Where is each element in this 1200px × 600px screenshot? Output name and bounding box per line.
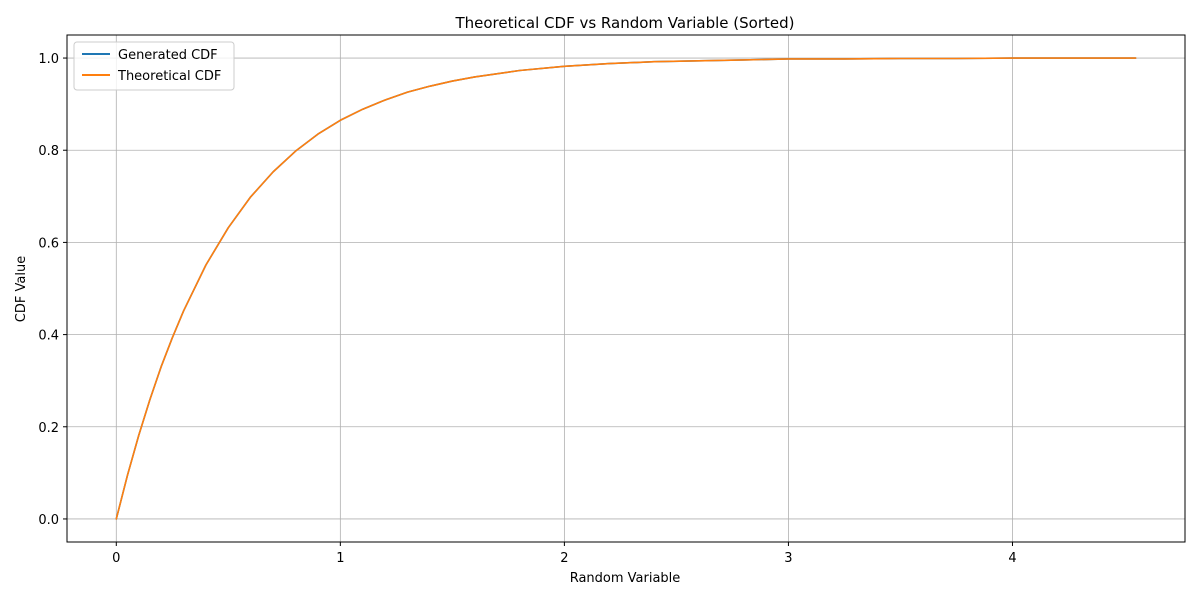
x-tick-label-0: 0 xyxy=(112,551,120,566)
y-tick-label-5: 1.0 xyxy=(38,52,59,67)
legend-label-theoretical-cdf: Theoretical CDF xyxy=(117,69,221,84)
y-axis-label: CDF Value xyxy=(14,256,29,322)
x-tick-label-1: 1 xyxy=(336,551,344,566)
y-tick-label-0: 0.0 xyxy=(38,513,59,528)
series-lines xyxy=(115,57,1137,520)
series-line-theoretical-cdf xyxy=(115,57,1137,520)
y-tick-label-1: 0.2 xyxy=(38,421,59,436)
chart-title: Theoretical CDF vs Random Variable (Sort… xyxy=(454,14,794,32)
legend: Generated CDF Theoretical CDF xyxy=(73,41,235,91)
x-tick-label-4: 4 xyxy=(1008,551,1016,566)
y-tick-label-3: 0.6 xyxy=(38,236,59,251)
ticks: 0 1 2 3 4 0.0 0.2 0.4 0.6 0.8 1.0 xyxy=(38,52,1016,566)
plot-frame xyxy=(66,34,1186,543)
legend-box xyxy=(73,41,235,91)
y-tick-label-2: 0.4 xyxy=(38,329,59,344)
x-axis-label: Random Variable xyxy=(570,571,681,586)
legend-label-generated-cdf: Generated CDF xyxy=(118,48,218,63)
y-tick-label-4: 0.8 xyxy=(38,144,59,159)
x-tick-label-2: 2 xyxy=(560,551,568,566)
x-tick-label-3: 3 xyxy=(784,551,792,566)
